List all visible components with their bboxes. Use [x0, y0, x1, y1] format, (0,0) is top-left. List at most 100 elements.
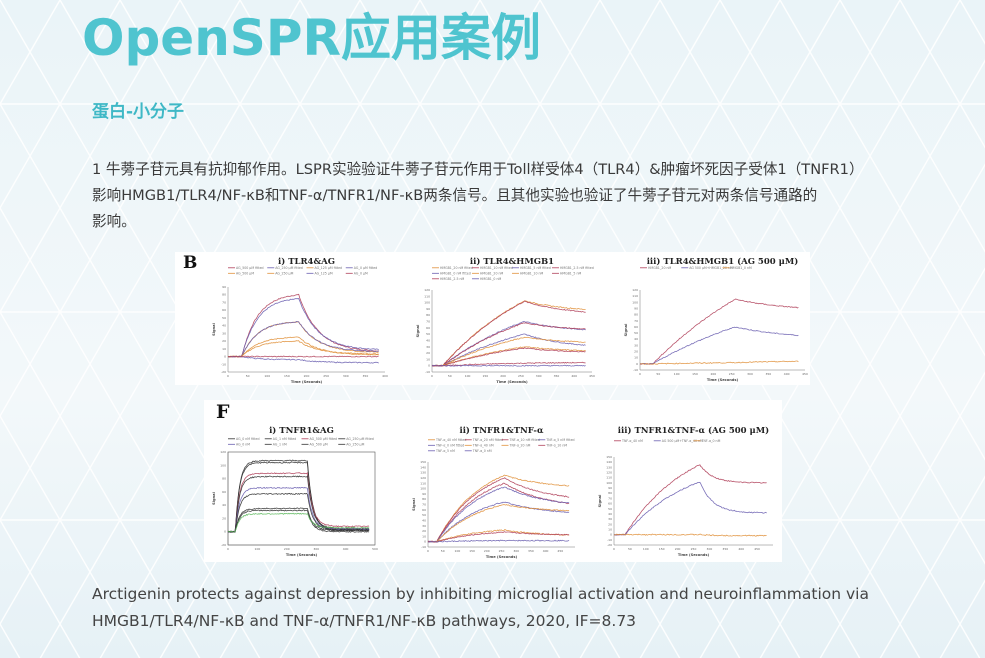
y-tick-label: 150: [420, 460, 426, 464]
y-axis-label: Signal: [624, 324, 628, 337]
section-subtitle: 蛋白-小分子: [92, 102, 185, 122]
legend-label: AG_1 nM fitted: [273, 437, 297, 441]
y-tick-label: 40: [426, 338, 430, 342]
x-tick-label: 400: [784, 372, 790, 376]
x-tick-label: 150: [659, 547, 665, 551]
y-tick-label: 0: [224, 355, 226, 359]
figure-letter: F: [216, 401, 230, 423]
x-tick-label: 400: [738, 547, 744, 551]
x-tick-label: 400: [571, 374, 577, 378]
legend-label: AG_1 nM: [273, 443, 287, 447]
x-tick-label: 350: [765, 372, 771, 376]
sensorgram-curve: [427, 531, 570, 543]
x-tick-label: 0: [613, 547, 615, 551]
y-tick-label: 60: [634, 325, 638, 329]
y-tick-label: 110: [632, 294, 638, 298]
legend-label: AG 500 μM+HMGB1_20 nM: [689, 266, 733, 270]
y-axis-label: Signal: [212, 492, 216, 505]
y-tick-label: -10: [421, 545, 426, 549]
sensorgram-curve: [613, 464, 767, 536]
y-tick-label: -10: [221, 362, 226, 366]
y-tick-label: -20: [221, 370, 226, 374]
y-tick-label: 90: [426, 307, 430, 311]
y-tick-label: 10: [422, 534, 426, 538]
y-tick-label: 50: [634, 331, 638, 335]
sensorgram-curve: [227, 293, 379, 358]
legend-label: TNF-α_5 nM fitted: [545, 438, 574, 442]
y-tick-label: 100: [632, 300, 638, 304]
x-tick-label: 300: [343, 374, 349, 378]
paragraph-line: 影响HMGB1/TLR4/NF-κB和TNF-α/TNFR1/NF-κB两条信号…: [92, 187, 818, 204]
x-tick-label: 0: [227, 547, 229, 551]
sensorgram-curve: [639, 326, 799, 365]
y-tick-label: 40: [222, 324, 226, 328]
sensorgram-curve: [227, 321, 379, 358]
y-tick-label: 60: [222, 308, 226, 312]
x-tick-label: 200: [284, 547, 290, 551]
y-tick-label: -20: [607, 543, 612, 547]
y-tick-label: 70: [634, 319, 638, 323]
figure-b-charts: i) TLR4&AG AG_500 μM fitted AG_250 μM fitt…: [212, 256, 808, 384]
legend-label: AG_250 μM fitted: [275, 266, 303, 270]
sensorgram-curve: [639, 360, 799, 365]
sensorgram-curve: [432, 333, 586, 367]
y-tick-label: 60: [608, 502, 612, 506]
y-tick-label: 70: [608, 496, 612, 500]
x-tick-label: 50: [246, 374, 250, 378]
y-tick-label: 120: [220, 450, 226, 454]
y-tick-label: 20: [422, 529, 426, 533]
x-tick-label: 150: [284, 374, 290, 378]
y-tick-label: 50: [608, 507, 612, 511]
chart-panel: i) TLR4&AG AG_500 μM fitted AG_250 μM fitt…: [212, 256, 388, 384]
y-tick-label: 80: [222, 477, 226, 481]
x-tick-label: 450: [589, 374, 595, 378]
x-tick-label: 250: [518, 374, 524, 378]
y-tick-label: 40: [422, 518, 426, 522]
x-axis-label: Time (Seconds): [496, 380, 528, 384]
y-tick-label: 70: [422, 503, 426, 507]
y-tick-label: 20: [222, 516, 226, 520]
y-tick-label: 30: [422, 524, 426, 528]
sensorgram-curve: [228, 486, 370, 533]
x-tick-label: 250: [729, 372, 735, 376]
sensorgram-curve: [227, 355, 379, 358]
y-tick-label: 60: [426, 326, 430, 330]
y-tick-label: 110: [424, 294, 430, 298]
y-tick-label: 140: [420, 465, 426, 469]
y-tick-label: 20: [608, 522, 612, 526]
sensorgram-curve: [228, 298, 379, 358]
sensorgram-curve: [431, 347, 586, 367]
y-tick-label: 110: [420, 481, 426, 485]
x-axis-label: Time (Seconds): [678, 553, 710, 557]
y-tick-label: 0: [636, 362, 638, 366]
x-tick-label: 150: [469, 549, 475, 553]
legend-label: TNF-α_40 nM: [472, 444, 494, 448]
y-tick-label: 10: [608, 527, 612, 531]
sensorgram-curve: [427, 539, 570, 543]
y-tick-label: 60: [422, 508, 426, 512]
chart-panel: iii) TNFR1&TNF-α (AG 500 μM) TNF-α_40 nM A…: [598, 425, 773, 557]
legend-label: AG_500 μM: [310, 443, 328, 447]
x-axis-label: Time (Seconds): [707, 378, 739, 382]
legend-label: AG 500 μM+TNF-α_40 nM: [662, 439, 703, 443]
sensorgram-curve: [428, 482, 570, 543]
y-tick-label: 80: [422, 497, 426, 501]
legend-label: TNF-α_40 nM fitted: [435, 438, 466, 442]
y-tick-label: 0: [424, 540, 426, 544]
y-tick-label: 40: [222, 503, 226, 507]
legend-label: TNF-α_10 nM: [545, 444, 567, 448]
legend-label: AG_500 μM fitted: [310, 437, 338, 441]
paragraph-line: 1 牛蒡子苷元具有抗抑郁作用。LSPR实验验证牛蒡子苷元作用于Toll样受体4（…: [92, 161, 864, 178]
x-axis-label: Time (Seconds): [291, 380, 323, 384]
y-tick-label: 90: [608, 486, 612, 490]
legend-label: HMGB1_2.5 nM: [440, 277, 465, 281]
legend-label: HMGB1_10 nM: [520, 272, 544, 276]
legend-label: AG_0 μM: [354, 272, 368, 276]
y-tick-label: 120: [420, 476, 426, 480]
legend-label: AG_125 μM fitted: [315, 266, 343, 270]
x-tick-label: 300: [313, 547, 319, 551]
x-tick-label: 450: [802, 372, 808, 376]
legend-label: AG_0 nM: [236, 443, 250, 447]
chart-panel: i) TNFR1&AG AG_0 nM fitted AG_1 nM fitted A…: [212, 425, 378, 557]
